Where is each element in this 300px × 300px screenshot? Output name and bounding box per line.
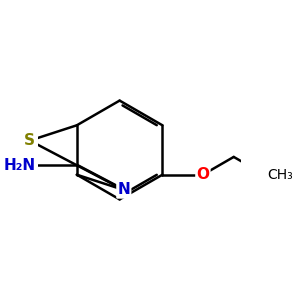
Text: H₂N: H₂N: [3, 158, 35, 173]
Text: N: N: [117, 182, 130, 197]
Text: CH₃: CH₃: [268, 168, 293, 182]
Text: S: S: [24, 133, 35, 148]
Text: O: O: [196, 167, 209, 182]
